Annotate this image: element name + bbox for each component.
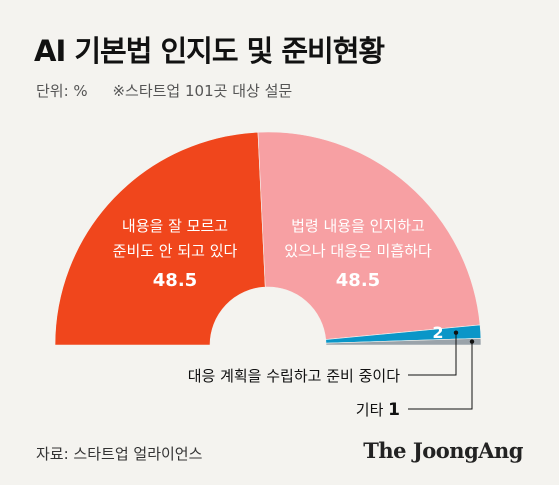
survey-note: ※스타트업 101곳 대상 설문 <box>112 82 293 100</box>
chart-subtitle: 단위: % ※스타트업 101곳 대상 설문 <box>36 80 292 101</box>
leader-dot <box>469 339 475 344</box>
unit-label: 단위: % <box>36 82 88 100</box>
slice-outside-label: 대응 계획을 수립하고 준비 중이다 <box>188 367 400 385</box>
slice-value-label: 1 <box>388 400 400 420</box>
leader-dot <box>453 330 459 335</box>
slice-0 <box>54 131 266 346</box>
slice-label: 기타 <box>356 401 388 419</box>
leader-line <box>408 341 473 410</box>
slice-label-line-2: 준비도 안 되고 있다 <box>113 242 238 260</box>
slice-value-label: 2 <box>432 323 443 342</box>
slice-label-line-2: 있으나 대응은 미흡하다 <box>284 242 432 260</box>
slice-label-line-1: 내용을 잘 모르고 <box>122 217 228 235</box>
slice-value-label: 48.5 <box>336 270 380 291</box>
slice-value-label: 48.5 <box>153 270 197 291</box>
leader-line <box>408 332 457 376</box>
chart-slices <box>54 131 482 346</box>
slice-3 <box>325 338 482 346</box>
slice-outside-label: 기타 1 <box>356 400 400 420</box>
brand-logo: The JoongAng <box>363 438 523 463</box>
source-label: 자료: 스타트업 얼라이언스 <box>36 445 203 463</box>
chart-title: AI 기본법 인지도 및 준비현황 <box>34 34 385 68</box>
slice-1 <box>257 131 481 340</box>
slice-label-line-1: 법령 내용을 인지하고 <box>291 217 425 235</box>
